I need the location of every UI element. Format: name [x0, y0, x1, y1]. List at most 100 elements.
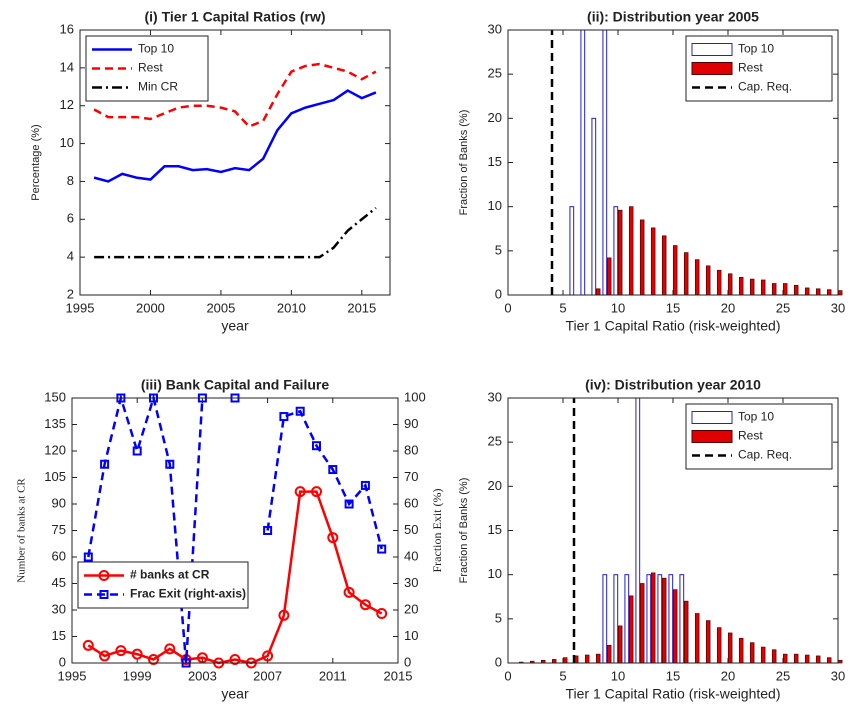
x-tick-label: 1995 [58, 668, 87, 683]
x-tick-label: 10 [611, 300, 625, 315]
legend-label: Top 10 [738, 410, 774, 424]
marker [312, 441, 321, 451]
marker [360, 480, 370, 490]
x-tick-label: 1999 [123, 668, 152, 683]
y2-tick-label: 90 [404, 416, 418, 431]
bar [804, 654, 810, 664]
bar [635, 397, 641, 664]
bar [617, 625, 623, 664]
y-axis-label: Fraction of Banks (%) [458, 478, 470, 584]
bar [694, 259, 700, 296]
y-axis-label: Percentage (%) [30, 124, 42, 200]
y2-tick-label: 30 [404, 575, 418, 590]
bar [782, 653, 788, 664]
marker [229, 653, 241, 665]
x-tick-label: 2015 [347, 300, 376, 315]
y-tick-label: 135 [44, 416, 66, 431]
marker [164, 643, 176, 655]
y-tick-label: 15 [488, 522, 502, 537]
x-tick-label: 2003 [188, 668, 217, 683]
legend-label: Top 10 [138, 42, 174, 56]
bar [639, 219, 645, 296]
y-tick-label: 30 [52, 601, 66, 616]
bar [595, 288, 601, 296]
bar [716, 627, 722, 664]
x-tick-label: 2005 [206, 300, 235, 315]
chart-title: (ii): Distribution year 2005 [587, 9, 759, 25]
bar [617, 209, 623, 296]
marker [311, 486, 322, 498]
legend-label: Top 10 [738, 42, 774, 56]
bar [679, 574, 685, 664]
axes-frame [79, 29, 391, 296]
y2-tick-label: 20 [404, 601, 418, 616]
y-tick-label: 25 [488, 66, 502, 81]
plot-area [72, 398, 398, 663]
x-tick-label: 30 [831, 668, 845, 683]
marker [263, 526, 273, 535]
y2-tick-label: 50 [404, 522, 418, 537]
bar [837, 290, 843, 296]
legend-label: Min CR [138, 80, 178, 94]
y-tick-label: 12 [60, 97, 74, 112]
y2-tick-label: 70 [404, 469, 418, 484]
line-series [93, 62, 377, 129]
marker [376, 608, 388, 620]
y-tick-label: 30 [488, 389, 502, 404]
bar [551, 659, 557, 664]
legend-swatch [691, 411, 733, 424]
legend-label: # banks at CR [130, 568, 210, 582]
y-tick-label: 10 [488, 566, 502, 581]
chart-title: (iii) Bank Capital and Failure [141, 377, 329, 393]
bar [661, 577, 667, 664]
bar [760, 279, 766, 296]
y-tick-label: 4 [67, 249, 74, 264]
bar [639, 583, 645, 664]
bar [793, 653, 799, 664]
y-tick-label: 105 [44, 469, 66, 484]
y-tick-label: 45 [52, 575, 66, 590]
bar [771, 649, 777, 664]
x-axis-label: Tier 1 Capital Ratio (risk-weighted) [566, 686, 781, 702]
marker [99, 650, 111, 662]
y2-tick-label: 60 [404, 495, 418, 510]
bar [804, 287, 810, 296]
bar [716, 269, 722, 296]
bar [613, 206, 619, 296]
y-tick-label: 5 [495, 610, 502, 625]
y-axis-label: Fraction of Banks (%) [458, 110, 470, 216]
legend-label: Frac Exit (right-axis) [130, 587, 246, 601]
axes-frame [507, 397, 839, 664]
line-series [94, 206, 377, 259]
bar [705, 265, 711, 296]
marker [196, 652, 208, 664]
y-tick-label: 15 [488, 154, 502, 169]
y2-tick-label: 100 [404, 389, 426, 404]
marker [132, 446, 142, 456]
x-tick-label: 5 [559, 300, 566, 315]
marker [83, 552, 93, 562]
bar [837, 659, 843, 664]
marker [115, 645, 127, 657]
bar [749, 278, 755, 296]
bar [562, 657, 568, 664]
bar [694, 613, 700, 664]
bar [683, 252, 689, 296]
bar [668, 574, 674, 664]
marker [82, 639, 94, 651]
x-tick-label: 1995 [66, 300, 95, 315]
legend-marker [98, 570, 110, 581]
y-tick-label: 15 [52, 628, 66, 643]
y-tick-label: 14 [60, 59, 74, 74]
y2-tick-label: 0 [404, 654, 411, 669]
bar [595, 653, 601, 664]
bar [657, 574, 663, 664]
y-tick-label: 120 [44, 442, 66, 457]
bar [793, 284, 799, 296]
bar [749, 642, 755, 664]
y2-tick-label: 40 [404, 548, 418, 563]
y-tick-label: 20 [488, 478, 502, 493]
legend-label: Rest [738, 61, 763, 75]
legend-swatch [691, 430, 733, 443]
x-tick-label: 20 [721, 668, 735, 683]
